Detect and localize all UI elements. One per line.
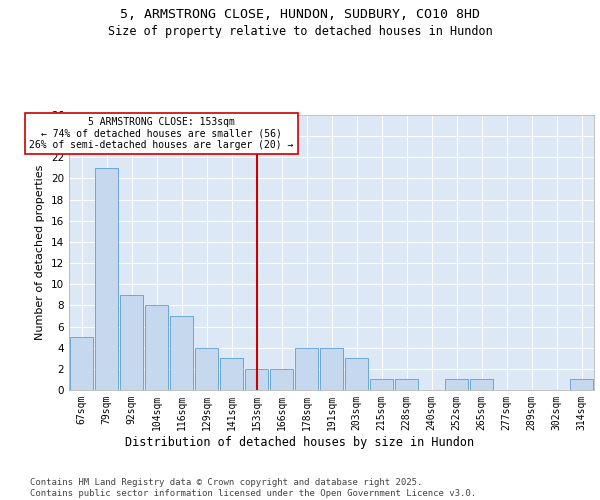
Text: 5 ARMSTRONG CLOSE: 153sqm
← 74% of detached houses are smaller (56)
26% of semi-: 5 ARMSTRONG CLOSE: 153sqm ← 74% of detac… [29, 117, 293, 150]
Text: Contains HM Land Registry data © Crown copyright and database right 2025.
Contai: Contains HM Land Registry data © Crown c… [30, 478, 476, 498]
Text: 5, ARMSTRONG CLOSE, HUNDON, SUDBURY, CO10 8HD: 5, ARMSTRONG CLOSE, HUNDON, SUDBURY, CO1… [120, 8, 480, 20]
Bar [220, 358, 243, 390]
Bar [445, 380, 468, 390]
Y-axis label: Number of detached properties: Number of detached properties [35, 165, 46, 340]
Bar [345, 358, 368, 390]
Bar [120, 295, 143, 390]
Bar [95, 168, 118, 390]
Bar [295, 348, 318, 390]
Bar [320, 348, 343, 390]
Bar [70, 337, 93, 390]
Text: Distribution of detached houses by size in Hundon: Distribution of detached houses by size … [125, 436, 475, 449]
Bar [370, 380, 393, 390]
Text: Size of property relative to detached houses in Hundon: Size of property relative to detached ho… [107, 25, 493, 38]
Bar [570, 380, 593, 390]
Bar [270, 369, 293, 390]
Bar [395, 380, 418, 390]
Bar [145, 306, 168, 390]
Bar [245, 369, 268, 390]
Bar [170, 316, 193, 390]
Bar [195, 348, 218, 390]
Bar [470, 380, 493, 390]
